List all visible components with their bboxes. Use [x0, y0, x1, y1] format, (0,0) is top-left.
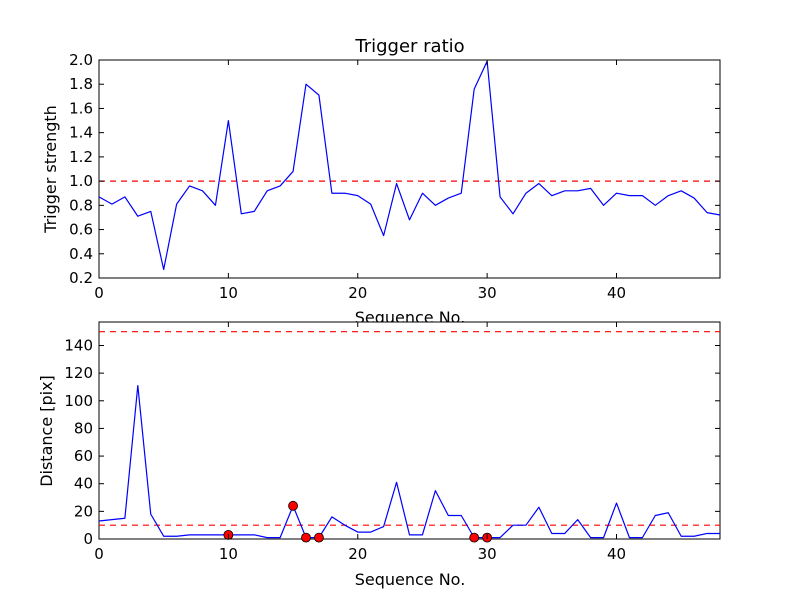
y-tick-label: 120 — [64, 364, 93, 382]
y-tick-label: 0.2 — [69, 269, 93, 287]
data-point-marker — [301, 532, 311, 543]
y-tick-label: 0.6 — [69, 221, 93, 239]
x-tick-label: 10 — [219, 284, 238, 302]
x-tick-label: 30 — [478, 284, 497, 302]
data-point-marker — [288, 500, 298, 511]
y-tick-label: 1.0 — [69, 172, 93, 190]
x-tick-label: 40 — [607, 284, 626, 302]
y-tick-label: 0.8 — [69, 196, 93, 214]
y-tick-label: 20 — [74, 502, 93, 520]
y-tick-label: 1.4 — [69, 124, 93, 142]
x-tick-label: 10 — [219, 545, 238, 563]
y-tick-label: 60 — [74, 447, 93, 465]
y-tick-label: 80 — [74, 419, 93, 437]
x-tick-label: 20 — [348, 284, 367, 302]
x-tick-label: 40 — [607, 545, 626, 563]
y-tick-label: 40 — [74, 475, 93, 493]
x-axis-label: Sequence No. — [355, 570, 466, 589]
trigger-ratio-chart: Trigger ratio 0 10 20 30 40 0.2 0.4 0.6 0.8 1.0 1.… — [41, 36, 721, 327]
chart-title: Trigger ratio — [354, 36, 464, 57]
trigger-ratio-plot-area: 0 10 20 30 40 0.2 0.4 0.6 0.8 1.0 1.2 1.4 1.6 1.8 2.0 — [69, 51, 721, 302]
y-tick-label: 140 — [64, 336, 93, 354]
distance-chart: 0 10 20 30 40 0 20 40 60 80 100 120 140 Sequence No.… — [37, 321, 721, 589]
plot-frame — [98, 321, 721, 540]
x-tick-label: 0 — [94, 284, 104, 302]
distance-plot-area: 0 10 20 30 40 0 20 40 60 80 100 120 140 — [64, 321, 721, 563]
series-line — [98, 384, 720, 539]
y-tick-label: 100 — [64, 392, 93, 410]
x-tick-label: 20 — [348, 545, 367, 563]
data-point-marker — [314, 532, 324, 543]
y-tick-label: 1.6 — [69, 99, 93, 117]
y-axis-label: Distance [pix] — [37, 375, 56, 487]
y-tick-label: 1.8 — [69, 75, 93, 93]
y-tick-label: 1.2 — [69, 148, 93, 166]
data-point-marker — [469, 532, 480, 543]
y-tick-label: 0.4 — [69, 245, 93, 263]
x-tick-label: 30 — [478, 545, 497, 563]
y-axis-label: Trigger strength — [41, 105, 60, 234]
plot-frame — [98, 59, 721, 279]
x-tick-label: 0 — [94, 545, 104, 563]
series-line — [98, 60, 721, 271]
y-tick-label: 2.0 — [69, 51, 93, 69]
y-tick-label: 0 — [83, 530, 93, 548]
